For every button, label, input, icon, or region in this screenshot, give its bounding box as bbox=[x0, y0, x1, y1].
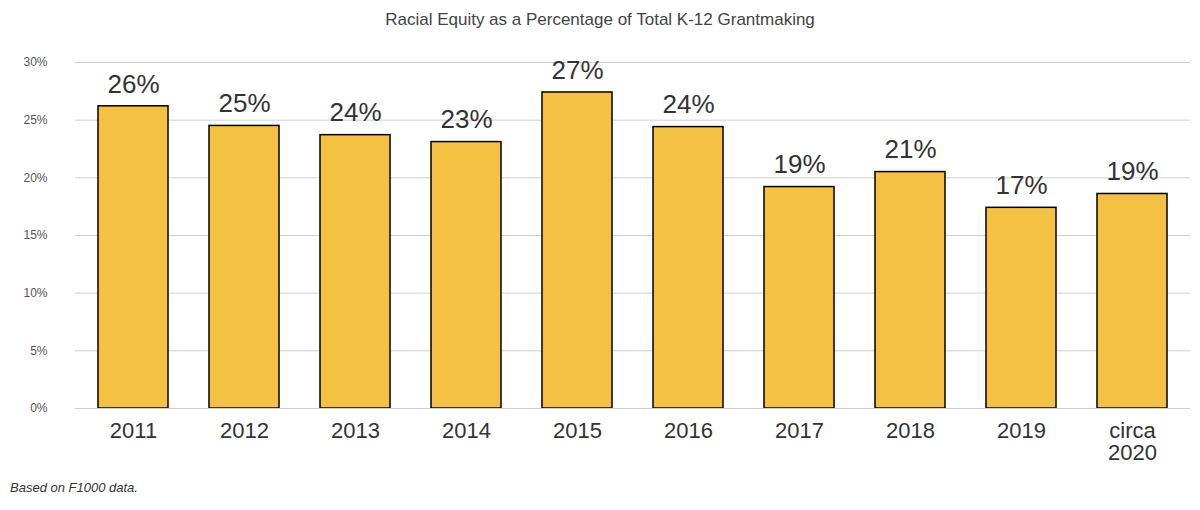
svg-text:2012: 2012 bbox=[220, 418, 269, 443]
svg-text:2017: 2017 bbox=[775, 418, 824, 443]
svg-text:24%: 24% bbox=[662, 89, 714, 119]
svg-text:15%: 15% bbox=[23, 228, 47, 242]
svg-text:2016: 2016 bbox=[664, 418, 713, 443]
html-text:Racial Equity as a Percentage: Racial Equity as a Percentage of Total K… bbox=[385, 10, 815, 29]
svg-text:19%: 19% bbox=[1106, 156, 1158, 186]
svg-text:2019: 2019 bbox=[997, 418, 1046, 443]
html-text:Based on F1000 data.: Based on F1000 data. bbox=[10, 480, 138, 495]
svg-text:27%: 27% bbox=[551, 55, 603, 85]
svg-text:20%: 20% bbox=[23, 171, 47, 185]
svg-text:25%: 25% bbox=[218, 88, 270, 118]
svg-text:25%: 25% bbox=[23, 113, 47, 127]
svg-text:2018: 2018 bbox=[886, 418, 935, 443]
svg-text:26%: 26% bbox=[107, 69, 159, 99]
svg-text:5%: 5% bbox=[30, 344, 48, 358]
svg-text:2014: 2014 bbox=[442, 418, 491, 443]
svg-text:17%: 17% bbox=[995, 170, 1047, 200]
svg-text:24%: 24% bbox=[329, 97, 381, 127]
svg-text:circa2020: circa2020 bbox=[1108, 418, 1157, 465]
svg-text:19%: 19% bbox=[773, 149, 825, 179]
svg-text:23%: 23% bbox=[440, 104, 492, 134]
svg-text:0%: 0% bbox=[30, 401, 48, 415]
svg-text:2015: 2015 bbox=[553, 418, 602, 443]
svg-text:2011: 2011 bbox=[110, 418, 157, 443]
svg-text:30%: 30% bbox=[23, 55, 47, 69]
svg-text:2013: 2013 bbox=[331, 418, 380, 443]
svg-text:21%: 21% bbox=[884, 134, 936, 164]
svg-text:10%: 10% bbox=[23, 286, 47, 300]
